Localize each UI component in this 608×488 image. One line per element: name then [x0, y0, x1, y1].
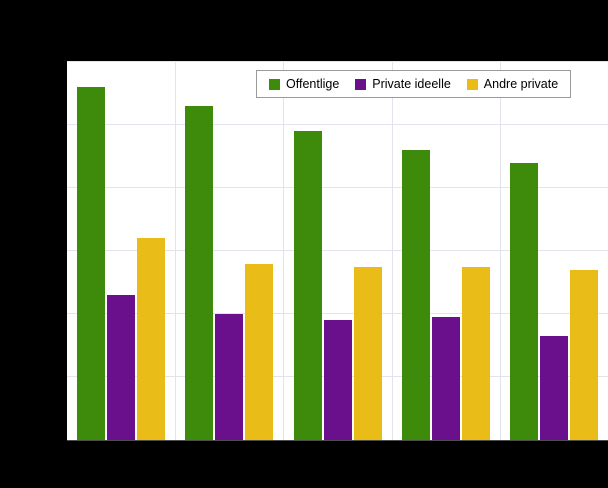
legend-swatch-andre-private-icon — [466, 78, 478, 90]
legend-item-andre-private: Andre private — [466, 77, 559, 91]
legend-item-private-ideelle: Private ideelle — [355, 77, 451, 91]
bar-andre-private — [245, 263, 274, 440]
legend-label-andre-private: Andre private — [483, 77, 559, 91]
bar-offentlige — [185, 106, 214, 440]
bar-offentlige — [509, 162, 538, 440]
legend-label-offentlige: Offentlige — [286, 77, 340, 91]
bar-group — [392, 62, 500, 440]
bar-private-ideelle — [107, 295, 136, 440]
bar-andre-private — [137, 238, 166, 440]
bar-andre-private — [353, 266, 382, 440]
chart-legend: Offentlige Private ideelle Andre private — [256, 70, 572, 98]
bar-offentlige — [293, 131, 322, 440]
bar-private-ideelle — [539, 336, 568, 440]
bar-group — [175, 62, 283, 440]
bar-andre-private — [461, 266, 490, 440]
legend-swatch-offentlige-icon — [269, 78, 280, 90]
bar-offentlige — [401, 150, 430, 440]
legend-swatch-private-ideelle-icon — [355, 78, 367, 90]
bar-private-ideelle — [215, 314, 244, 440]
bar-offentlige — [77, 87, 106, 440]
bar-group — [500, 62, 608, 440]
bar-group — [283, 62, 391, 440]
bar-andre-private — [569, 269, 598, 440]
bar-private-ideelle — [431, 317, 460, 440]
plot-area — [67, 61, 608, 441]
bar-group — [67, 62, 175, 440]
bar-private-ideelle — [323, 320, 352, 440]
legend-item-offentlige: Offentlige — [269, 77, 339, 91]
legend-label-private-ideelle: Private ideelle — [372, 77, 451, 91]
